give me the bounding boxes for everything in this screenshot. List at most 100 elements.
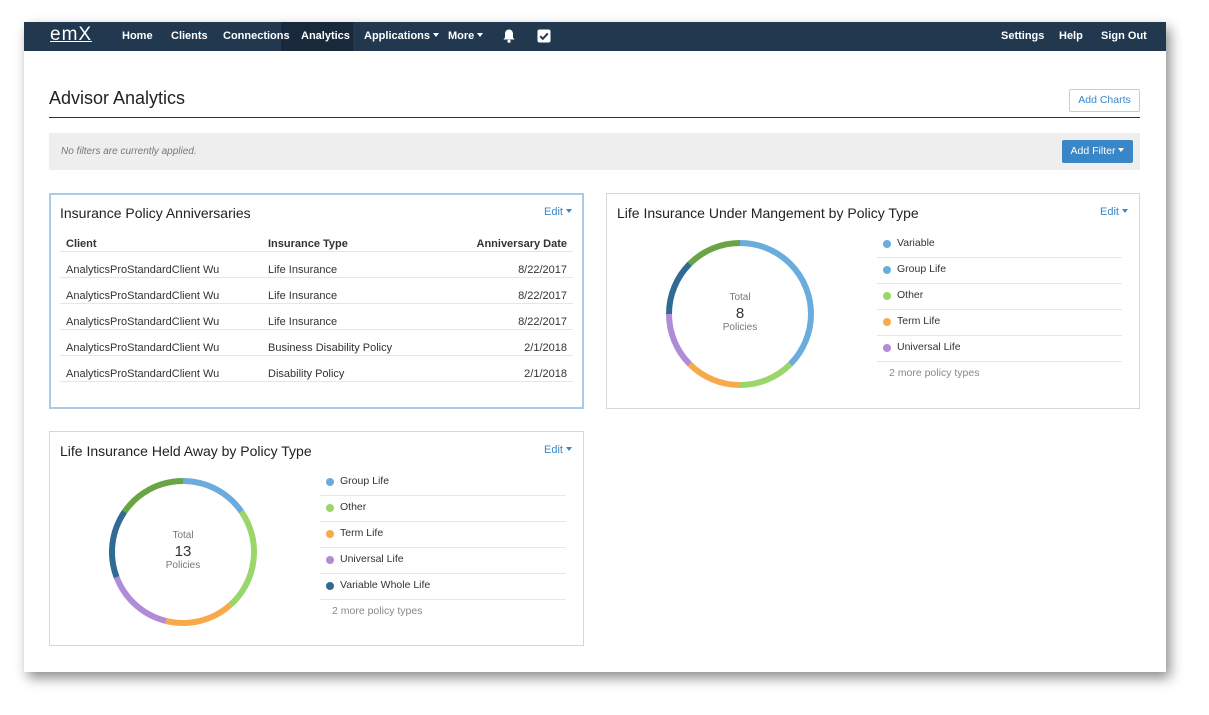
caret <box>565 209 572 213</box>
table-cell: AnalyticsProStandardClient Wu <box>66 368 220 380</box>
donut-segment <box>687 240 741 266</box>
total-label: Total <box>729 292 751 303</box>
table-cell: 8/22/2017 <box>518 316 567 328</box>
donut-segment <box>165 602 233 626</box>
legend-separator <box>877 335 1122 336</box>
legend-label: Term Life <box>897 315 941 327</box>
more-types: 2 more policy types <box>332 605 423 617</box>
legend-swatch <box>326 478 334 486</box>
row-separator <box>60 329 573 330</box>
legend-label: Term Life <box>340 527 384 539</box>
title-rule <box>49 117 1140 118</box>
filter-bar <box>49 133 1140 170</box>
legend-separator <box>320 599 566 600</box>
nav-item[interactable]: More <box>448 22 484 51</box>
nav-item[interactable]: Applications <box>364 22 440 51</box>
panel-title: Life Insurance Under Mangement by Policy… <box>617 205 919 221</box>
nav-label: Applications <box>364 30 431 42</box>
nav-item[interactable]: Analytics <box>301 30 350 42</box>
donut-segment <box>788 313 814 367</box>
table-cell: Business Disability Policy <box>268 342 393 354</box>
table-cell: Disability Policy <box>268 368 345 380</box>
tasks-icon[interactable] <box>537 29 551 43</box>
donut-segment <box>122 478 184 514</box>
bell-icon[interactable] <box>501 28 517 44</box>
column-header: Insurance Type <box>268 238 348 250</box>
legend-separator <box>877 309 1122 310</box>
table-cell: AnalyticsProStandardClient Wu <box>66 316 220 328</box>
total-label: Total <box>172 530 194 541</box>
row-separator <box>60 355 573 356</box>
legend-separator <box>320 521 566 522</box>
edit-menu[interactable]: Edit <box>1100 206 1128 218</box>
donut-chart <box>666 240 814 388</box>
panel <box>49 193 584 409</box>
legend-label: Universal Life <box>897 341 961 353</box>
table-cell: 8/22/2017 <box>518 264 567 276</box>
caret <box>1121 209 1128 213</box>
button-label: Add Filter <box>1070 145 1116 157</box>
row-separator <box>60 303 573 304</box>
table-cell: Life Insurance <box>268 264 338 276</box>
navbar <box>24 22 1166 51</box>
nav-item[interactable]: Clients <box>171 30 208 42</box>
caret <box>1118 148 1125 152</box>
legend-separator <box>320 547 566 548</box>
legend-label: Variable Whole Life <box>340 579 431 591</box>
caret <box>477 33 484 37</box>
legend-separator <box>877 257 1122 258</box>
total-unit: Policies <box>722 322 758 333</box>
donut-segment <box>739 362 793 388</box>
page-title: Advisor Analytics <box>49 88 186 108</box>
panel <box>606 193 1140 409</box>
legend-label: Universal Life <box>340 553 404 565</box>
table-cell: AnalyticsProStandardClient Wu <box>66 342 220 354</box>
legend-swatch <box>326 530 334 538</box>
table-cell: Life Insurance <box>268 290 338 302</box>
legend-label: Group Life <box>897 263 947 275</box>
donut-segment <box>113 576 167 624</box>
panel-title: Insurance Policy Anniversaries <box>60 205 251 221</box>
nav-item[interactable]: Settings <box>1001 30 1045 42</box>
donut-segment <box>109 509 128 579</box>
donut-segment <box>687 362 741 388</box>
legend-label: Variable <box>897 237 935 249</box>
total-value: 13 <box>174 543 192 560</box>
donut-segment <box>182 478 244 514</box>
legend-separator <box>877 283 1122 284</box>
legend-label: Group Life <box>340 475 390 487</box>
edit-menu[interactable]: Edit <box>544 206 572 218</box>
donut-chart <box>109 478 257 626</box>
active-tab <box>281 22 353 51</box>
table-cell: AnalyticsProStandardClient Wu <box>66 290 220 302</box>
row-separator <box>60 277 573 278</box>
table-cell: 2/1/2018 <box>524 342 567 354</box>
donut-segment <box>739 240 814 315</box>
table-cell: 8/22/2017 <box>518 290 567 302</box>
column-header: Client <box>66 238 97 250</box>
donut-segment <box>666 261 692 315</box>
edit-menu[interactable]: Edit <box>544 444 572 456</box>
legend-label: Other <box>340 501 367 513</box>
legend-swatch <box>883 240 891 248</box>
total-unit: Policies <box>165 560 201 571</box>
row-separator <box>60 381 573 382</box>
nav-item[interactable]: Connections <box>223 30 290 42</box>
edit-label: Edit <box>544 444 563 456</box>
table-cell: AnalyticsProStandardClient Wu <box>66 264 220 276</box>
nav-item[interactable]: Help <box>1059 30 1083 42</box>
nav-item[interactable]: Sign Out <box>1101 30 1147 42</box>
panel-title: Life Insurance Held Away by Policy Type <box>60 443 312 459</box>
nav-item[interactable]: Home <box>122 30 153 42</box>
row-separator <box>60 251 573 252</box>
add-charts-button[interactable]: Add Charts <box>1069 89 1140 112</box>
caret <box>433 33 440 37</box>
add-filter-button[interactable]: Add Filter <box>1062 140 1133 163</box>
legend-swatch <box>883 344 891 352</box>
legend-swatch <box>326 556 334 564</box>
logo[interactable]: emX <box>50 24 93 45</box>
column-header: Anniversary Date <box>476 238 568 250</box>
legend-separator <box>877 361 1122 362</box>
nav-label: More <box>448 30 475 42</box>
